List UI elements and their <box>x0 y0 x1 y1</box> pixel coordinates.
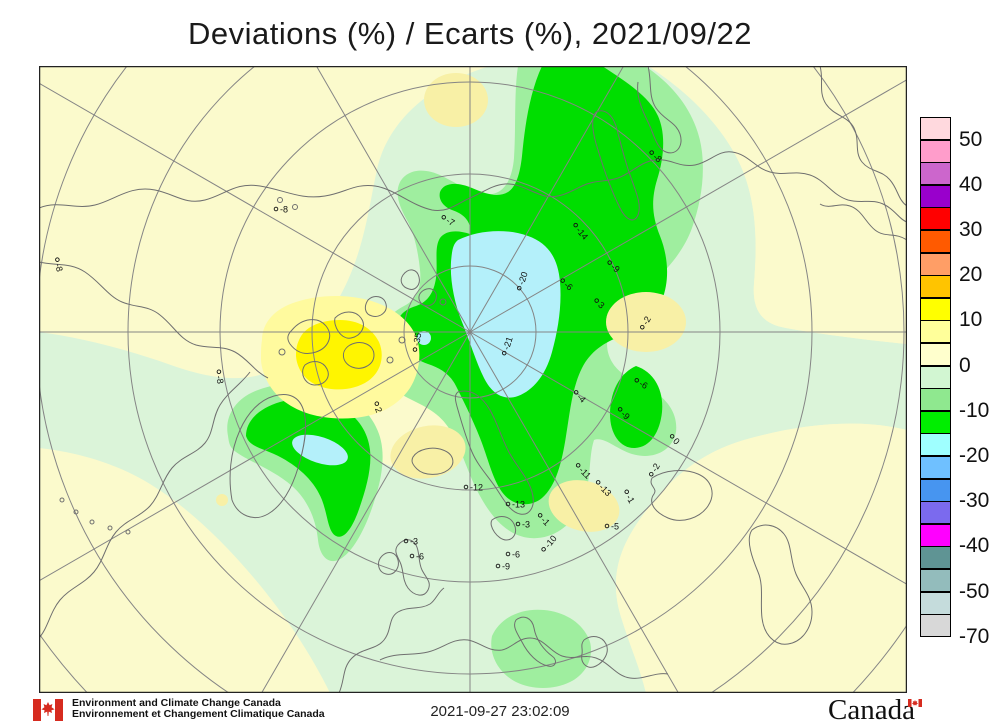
colorbar-swatch <box>920 252 951 276</box>
graticule <box>39 66 907 693</box>
svg-text:-3: -3 <box>522 520 530 530</box>
svg-text:-3: -3 <box>410 537 418 547</box>
colorbar-label: 50 <box>959 127 983 151</box>
colorbar-swatch <box>920 546 951 570</box>
colorbar-label: 40 <box>959 172 983 196</box>
polar-map: -8-14-93-2-6-20-21-35-7-8-8-82-3-6-12-13… <box>39 66 907 693</box>
svg-text:-20: -20 <box>516 271 530 286</box>
svg-text:-6: -6 <box>638 378 650 391</box>
colorbar-swatch <box>920 343 951 366</box>
svg-text:-5: -5 <box>611 522 619 532</box>
colorbar-swatch <box>920 456 951 479</box>
colorbar-swatch <box>920 320 951 344</box>
colorbar-swatch <box>920 162 951 186</box>
colorbar-swatch <box>920 523 951 547</box>
colorbar-swatch <box>920 569 951 592</box>
contour-region-yellow <box>261 296 420 419</box>
colorbar-swatch <box>920 230 951 253</box>
coastlines <box>39 66 907 693</box>
colorbar-swatch <box>920 410 951 434</box>
colorbar-label: -50 <box>959 579 990 603</box>
org-name-en: Environment and Climate Change Canada <box>72 697 281 709</box>
map-panel: -8 -14 -9 3 -2 -6 -20 -21 -35 -7 -8 -8 -8 2 -3 -6 -12 -13… <box>39 66 907 693</box>
canada-wordmark: Canada <box>828 694 922 726</box>
generation-timestamp: 2021-09-27 23:02:09 <box>430 703 570 720</box>
svg-text:2: 2 <box>373 406 384 414</box>
colorbar-label: -40 <box>959 534 990 558</box>
colorbar-swatch <box>920 207 951 231</box>
svg-text:-12: -12 <box>470 483 483 493</box>
svg-text:-9: -9 <box>502 562 510 572</box>
canada-flag-icon <box>33 699 63 721</box>
svg-text:-6: -6 <box>512 550 520 560</box>
svg-text:3: 3 <box>596 300 606 311</box>
colorbar-label: 30 <box>959 218 983 241</box>
page-title: Deviations (%) / Ecarts (%), 2021/09/22 <box>188 16 752 51</box>
contour-region-cyan <box>292 231 561 466</box>
colorbar-swatch <box>920 365 951 389</box>
colorbar-swatch <box>920 388 951 412</box>
svg-text:-8: -8 <box>280 205 288 215</box>
svg-text:-21: -21 <box>501 336 515 351</box>
svg-text:0: 0 <box>671 436 682 447</box>
footer: Environment and Climate Change Canada En… <box>0 694 1000 726</box>
colorbar-label: -70 <box>959 624 990 648</box>
svg-text:-6: -6 <box>416 552 424 562</box>
colorbar-swatch <box>920 478 951 502</box>
canada-wordmark-text: Canada <box>828 694 915 726</box>
org-name: Environment and Climate Change Canada En… <box>72 698 325 720</box>
colorbar-swatch <box>920 139 951 163</box>
svg-text:-2: -2 <box>649 462 662 474</box>
colorbar-legend: 50 40 30 20 10 0 -10 -20 -30 -40 -50 -70 <box>920 117 1000 657</box>
colorbar-label: 20 <box>959 263 983 287</box>
colorbar-label: -30 <box>959 489 990 513</box>
colorbar-label: 10 <box>959 308 983 332</box>
colorbar-swatch <box>920 591 951 615</box>
colorbar-label: -20 <box>959 444 990 467</box>
colorbar-label: -10 <box>959 398 990 422</box>
canada-wordmark-flag-icon <box>908 699 922 707</box>
colorbar-swatch <box>920 117 951 140</box>
org-name-fr: Environnement et Changement Climatique C… <box>72 708 325 720</box>
colorbar-label: 0 <box>959 353 971 377</box>
svg-text:-2: -2 <box>640 315 653 327</box>
svg-text:-1: -1 <box>624 493 637 505</box>
colorbar-swatch <box>920 275 951 299</box>
map-border <box>39 66 907 693</box>
svg-text:-35: -35 <box>411 332 423 347</box>
svg-text:-8: -8 <box>53 262 65 272</box>
svg-text:-7: -7 <box>445 215 457 228</box>
colorbar-swatch <box>920 433 951 457</box>
colorbar-swatch <box>920 501 951 525</box>
contour-labels: -8-14-93-2-6-20-21-35-7-8-8-82-3-6-12-13… <box>53 150 682 572</box>
svg-text:-13: -13 <box>512 500 525 510</box>
svg-text:-8: -8 <box>214 375 225 385</box>
colorbar-swatch <box>920 297 951 321</box>
colorbar-swatch <box>920 614 951 638</box>
colorbar-swatch <box>920 184 951 208</box>
